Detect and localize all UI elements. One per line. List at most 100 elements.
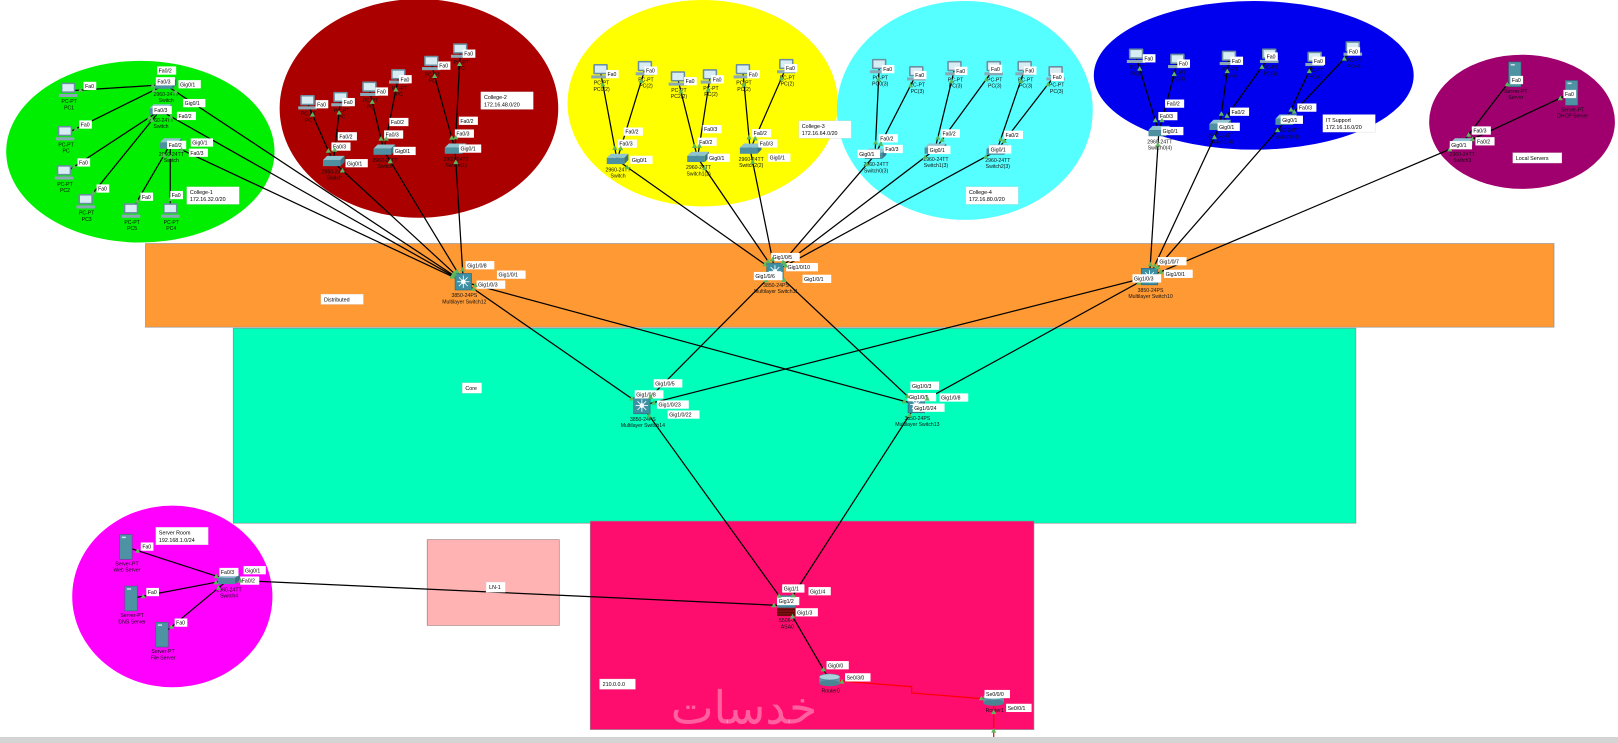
note-core[interactable]: Core — [462, 382, 482, 394]
port-labels: Fa0 Fa0/3 Fa0 Fa0/2 Fa0 Fa0/3 Fa0 Fa0/2 Fa0 Fa0/2… — [71, 47, 1577, 733]
ethernet-link[interactable] — [641, 405, 787, 607]
note-local-servers[interactable]: Local Servers — [1512, 152, 1563, 164]
ethernet-link[interactable] — [916, 276, 1150, 406]
zone-distributed[interactable] — [145, 243, 1555, 328]
ethernet-link[interactable] — [1149, 143, 1462, 278]
ethernet-link[interactable] — [1148, 132, 1160, 277]
ethernet-link[interactable] — [463, 281, 917, 406]
note-wan[interactable]: 210.0.0.0 — [599, 678, 636, 690]
port-label: Fa0 — [1563, 89, 1577, 99]
port-status-up-icon — [77, 87, 84, 93]
ethernet-link[interactable] — [697, 157, 776, 272]
serial-link[interactable] — [829, 679, 994, 701]
port-name: Gig1/2 — [779, 599, 794, 605]
ethernet-link[interactable] — [774, 149, 936, 272]
zone-core[interactable] — [232, 327, 1357, 524]
ethernet-link[interactable] — [383, 150, 464, 283]
zone-college-4[interactable] — [836, 1, 1093, 220]
port-name: Gig0/0 — [828, 663, 843, 669]
ethernet-link[interactable] — [616, 159, 776, 272]
zone-local-servers[interactable] — [1429, 54, 1615, 189]
port-status-up-icon — [1137, 66, 1143, 71]
ethernet-link[interactable] — [164, 84, 464, 283]
ethernet-link[interactable] — [774, 150, 998, 272]
ethernet-link[interactable] — [641, 275, 1150, 407]
port-label: Fa0 — [1023, 66, 1037, 75]
device-router0[interactable]: Router0 — [819, 673, 841, 695]
port-label: Fa0 — [1312, 56, 1326, 65]
ethernet-link[interactable] — [454, 149, 464, 282]
ethernet-link[interactable] — [1285, 49, 1354, 122]
zone-wan[interactable] — [589, 520, 1035, 730]
device-label: PC-PT — [872, 75, 888, 81]
port-status-up-icon — [1211, 134, 1218, 140]
ethernet-link[interactable] — [169, 143, 464, 283]
device-label: PC — [396, 92, 403, 98]
port-label: Fa0 — [989, 64, 1003, 73]
ethernet-link[interactable] — [332, 161, 464, 283]
ethernet-link[interactable] — [430, 63, 456, 150]
ethernet-link[interactable] — [774, 270, 917, 405]
ethernet-link[interactable] — [1148, 125, 1221, 277]
ethernet-link[interactable] — [774, 154, 876, 272]
device-label: PC-PT — [61, 99, 77, 105]
port-label: Gig1/0/6 — [753, 271, 783, 281]
horizontal-scrollbar[interactable] — [0, 737, 1618, 743]
ethernet-link[interactable] — [1460, 92, 1572, 146]
device-label: 3850-24PS — [763, 283, 789, 289]
note-distributed[interactable]: Distributed — [320, 293, 364, 305]
device-label: Switch — [377, 164, 392, 170]
port-label: Gig0/1 — [183, 98, 206, 108]
ethernet-link[interactable] — [125, 546, 229, 581]
ethernet-link[interactable] — [749, 149, 776, 272]
device-label: PC4 — [166, 226, 176, 232]
ethernet-link[interactable] — [228, 579, 787, 607]
ethernet-link[interactable] — [599, 72, 618, 161]
ethernet-link[interactable] — [1149, 120, 1287, 277]
ethernet-link[interactable] — [785, 404, 917, 607]
device-label: Web Server — [113, 568, 140, 574]
note-ln1[interactable]: LN-1 — [485, 581, 506, 593]
ethernet-link[interactable] — [462, 281, 643, 407]
